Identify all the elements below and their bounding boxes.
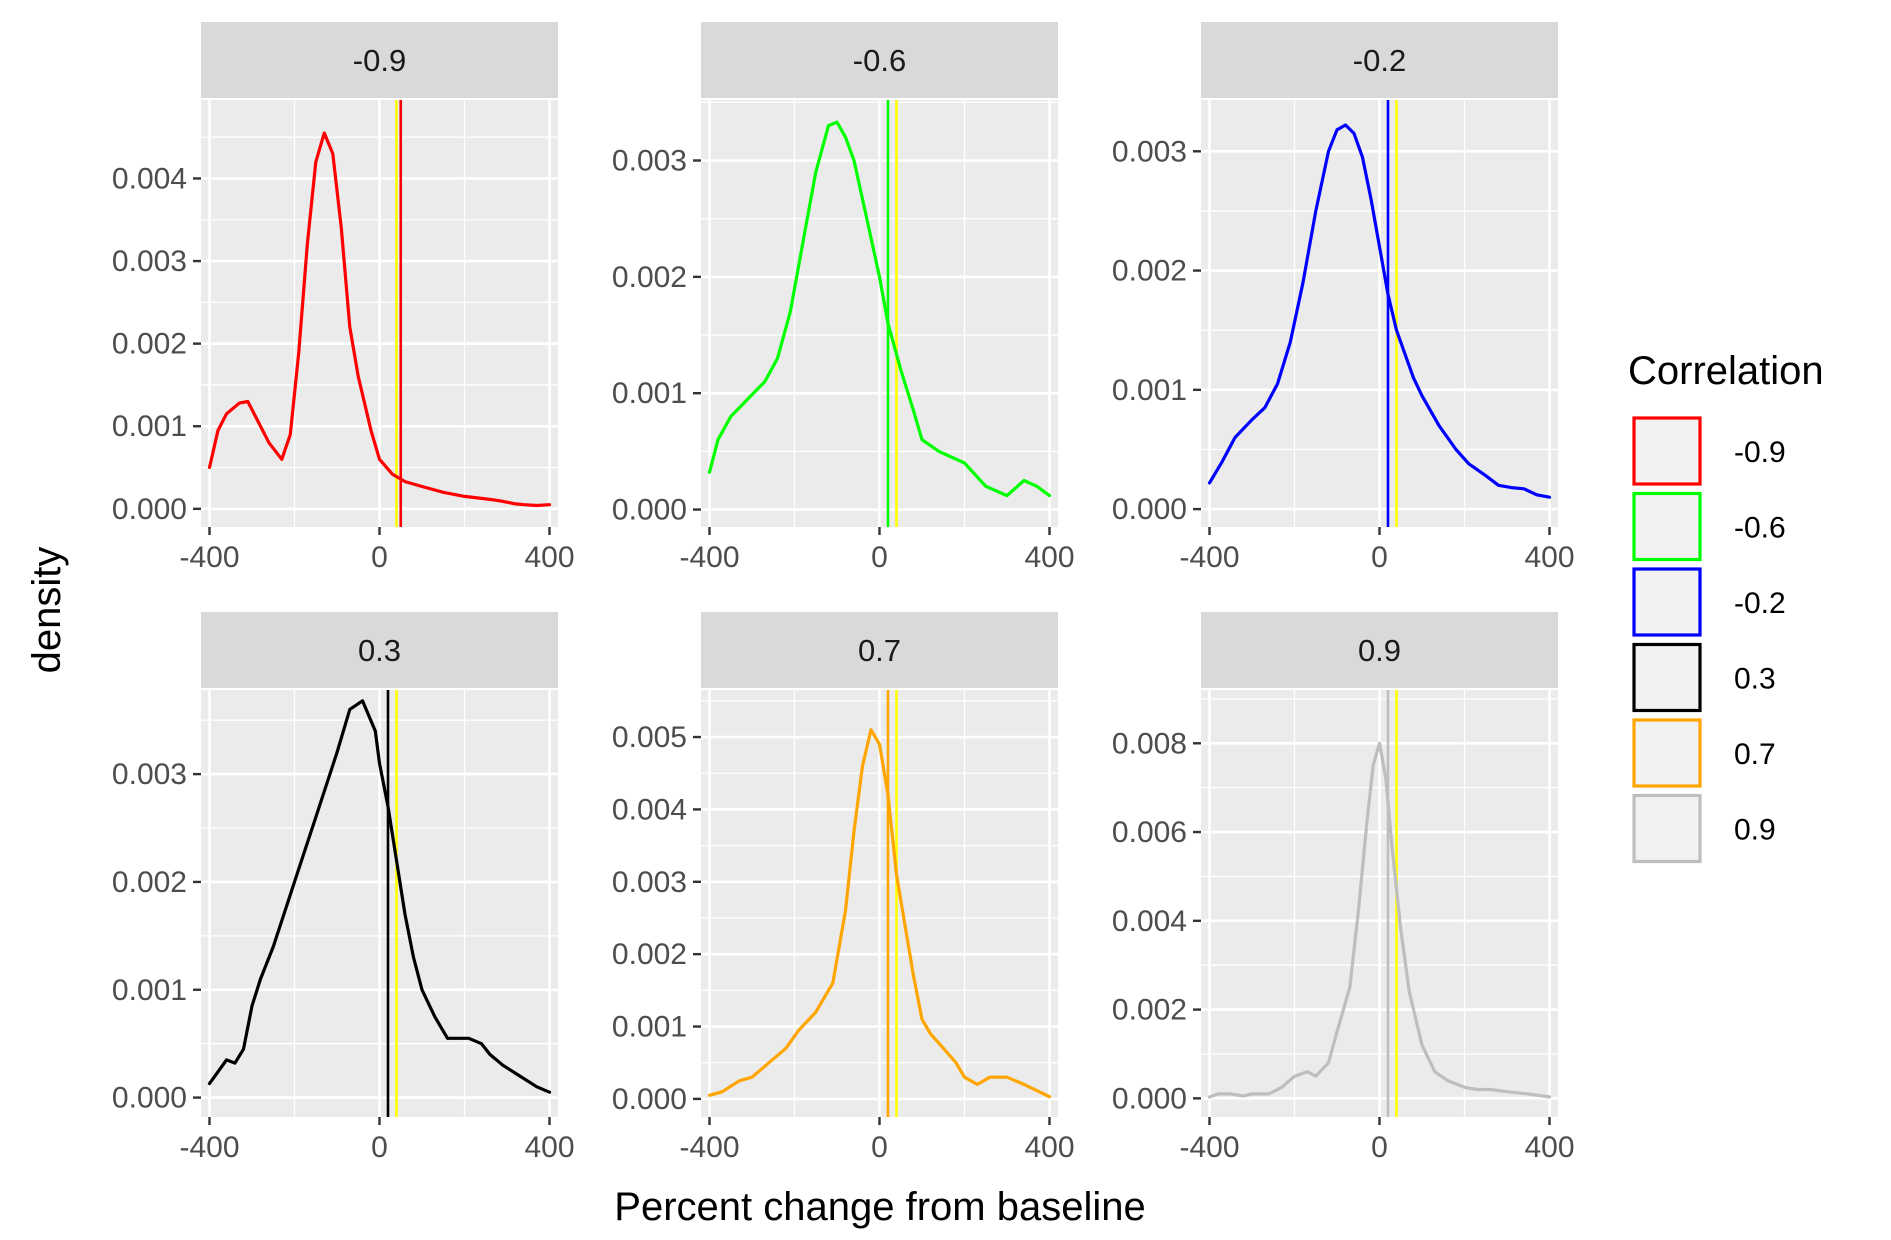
y-tick-label: 0.000: [1112, 493, 1187, 526]
legend-label: 0.9: [1734, 814, 1776, 847]
x-tick-label: 0: [1371, 541, 1388, 574]
y-tick-label: 0.004: [1112, 905, 1187, 938]
x-tick-label: 0: [871, 541, 888, 574]
x-tick-label: -400: [179, 1131, 239, 1164]
strip-label: 0.3: [358, 633, 401, 668]
y-tick-label: 0.002: [1112, 255, 1187, 288]
y-tick-label: 0.005: [612, 721, 687, 754]
legend-label: -0.2: [1734, 587, 1786, 620]
y-tick-label: 0.000: [112, 1082, 187, 1115]
x-tick-label: 400: [1024, 541, 1074, 574]
strip-background: [701, 612, 1058, 688]
panel-0.7: 0.7 0.000 0.001 0.002 0.003 0.004 0.005 -400 0 40…: [612, 612, 1075, 1164]
x-tick-label: 400: [1524, 541, 1574, 574]
x-tick-label: 0: [1371, 1131, 1388, 1164]
y-tick-label: 0.002: [1112, 994, 1187, 1027]
panel--0.2: -0.2 0.000 0.001 0.002 0.003 -400 0 400: [1112, 22, 1575, 574]
y-tick-label: 0.003: [612, 866, 687, 899]
legend-label: -0.9: [1734, 436, 1786, 469]
x-tick-label: -400: [1179, 1131, 1239, 1164]
strip-label: -0.2: [1353, 43, 1406, 78]
y-tick-label: 0.001: [112, 974, 187, 1007]
legend-key: [1632, 491, 1702, 562]
x-tick-label: 400: [524, 541, 574, 574]
legend-key: [1632, 416, 1702, 486]
y-tick-label: 0.003: [1112, 135, 1187, 168]
y-tick-label: 0.002: [612, 261, 687, 294]
legend-label: 0.3: [1734, 663, 1776, 696]
density-curve: [207, 131, 552, 508]
y-tick-label: 0.006: [1112, 816, 1187, 849]
strip-background: [1201, 612, 1558, 688]
y-tick-label: 0.002: [112, 866, 187, 899]
panel-0.9: 0.9 0.000 0.002 0.004 0.006 0.008 -400 0 400: [1112, 612, 1575, 1164]
y-tick-label: 0.001: [612, 1011, 687, 1044]
y-tick-label: 0.000: [612, 1083, 687, 1116]
density-curve: [707, 728, 1052, 1099]
strip-background: [1201, 22, 1558, 98]
strip-label: 0.9: [1358, 633, 1401, 668]
panel--0.6: -0.6 0.000 0.001 0.002 0.003 -400 0 400: [612, 22, 1075, 574]
legend-key: [1632, 718, 1702, 788]
strip-background: [201, 22, 558, 98]
strip-label: -0.6: [853, 43, 906, 78]
density-curve: [1207, 741, 1552, 1099]
strip-background: [201, 612, 558, 688]
x-tick-label: -400: [679, 1131, 739, 1164]
density-curve: [207, 699, 552, 1094]
legend: Correlation -0.9 -0.6 -0.2 0.3 0.7 0.9: [1628, 349, 1824, 864]
legend-key: [1632, 642, 1702, 713]
y-tick-label: 0.001: [1112, 374, 1187, 407]
panel--0.9: -0.9 0.000 0.001 0.002 0.003 0.004 -400 0 400: [112, 22, 575, 574]
legend-key: [1632, 567, 1702, 637]
y-axis-title: density: [25, 547, 69, 674]
y-tick-label: 0.000: [1112, 1082, 1187, 1115]
legend-title: Correlation: [1628, 349, 1824, 393]
y-tick-label: 0.008: [1112, 727, 1187, 760]
legend-key: [1632, 793, 1702, 864]
y-tick-label: 0.003: [112, 758, 187, 791]
density-curve: [1207, 123, 1552, 499]
y-tick-label: 0.002: [612, 938, 687, 971]
strip-background: [701, 22, 1058, 98]
x-tick-label: 400: [1024, 1131, 1074, 1164]
y-tick-label: 0.003: [112, 245, 187, 278]
density-curve: [707, 120, 1052, 498]
x-tick-label: 0: [871, 1131, 888, 1164]
strip-label: 0.7: [858, 633, 901, 668]
y-tick-label: 0.003: [612, 145, 687, 178]
y-tick-label: 0.000: [612, 494, 687, 527]
x-tick-label: -400: [679, 541, 739, 574]
y-tick-label: 0.002: [112, 328, 187, 361]
x-tick-label: 400: [1524, 1131, 1574, 1164]
panel-0.3: 0.3 0.000 0.001 0.002 0.003 -400 0 400: [112, 612, 575, 1164]
x-tick-label: 400: [524, 1131, 574, 1164]
x-tick-label: 0: [371, 1131, 388, 1164]
y-tick-label: 0.000: [112, 493, 187, 526]
x-tick-label: 0: [371, 541, 388, 574]
legend-label: -0.6: [1734, 512, 1786, 545]
y-tick-label: 0.004: [612, 793, 687, 826]
y-tick-label: 0.001: [112, 410, 187, 443]
x-tick-label: -400: [1179, 541, 1239, 574]
y-tick-label: 0.001: [612, 377, 687, 410]
y-tick-label: 0.004: [112, 162, 187, 195]
legend-label: 0.7: [1734, 738, 1776, 771]
strip-label: -0.9: [353, 43, 406, 78]
x-tick-label: -400: [179, 541, 239, 574]
x-axis-title: Percent change from baseline: [614, 1185, 1145, 1229]
